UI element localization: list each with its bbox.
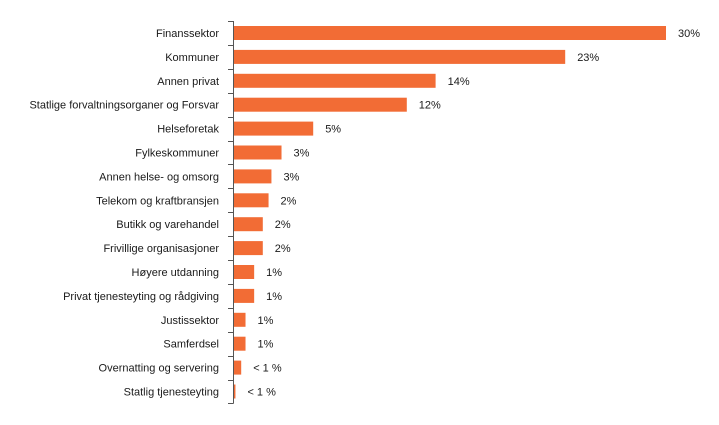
data-label: 2% bbox=[275, 243, 291, 255]
category-label: Overnatting og servering bbox=[99, 363, 219, 375]
bar bbox=[234, 288, 255, 303]
category-label: Samferdsel bbox=[163, 339, 219, 351]
bar-layer bbox=[234, 26, 666, 399]
data-label: 5% bbox=[325, 124, 341, 136]
bar bbox=[234, 265, 255, 279]
category-label: Finanssektor bbox=[156, 28, 219, 40]
data-label: 30% bbox=[678, 28, 700, 40]
data-label: 23% bbox=[577, 52, 599, 64]
category-label: Justissektor bbox=[161, 315, 219, 327]
category-label: Telekom og kraftbransjen bbox=[96, 195, 219, 207]
data-label: 1% bbox=[258, 315, 274, 327]
data-label: < 1 % bbox=[253, 363, 282, 375]
bar bbox=[234, 121, 314, 136]
data-label: 3% bbox=[283, 171, 299, 183]
bar bbox=[234, 73, 436, 88]
bar bbox=[234, 336, 246, 351]
bar bbox=[234, 312, 246, 327]
category-label: Statlige forvaltningsorganer og Forsvar bbox=[29, 100, 219, 112]
axis-layer bbox=[228, 21, 234, 404]
category-label: Fylkeskommuner bbox=[135, 148, 219, 160]
bar bbox=[234, 217, 263, 232]
bar bbox=[234, 26, 666, 40]
bar bbox=[234, 49, 566, 64]
data-label: 14% bbox=[448, 76, 470, 88]
category-label: Privat tjenesteyting og rådgiving bbox=[63, 291, 219, 303]
category-label: Høyere utdanning bbox=[132, 267, 219, 279]
category-label: Kommuner bbox=[165, 52, 219, 64]
category-label: Butikk og varehandel bbox=[116, 219, 219, 231]
data-label: 1% bbox=[258, 339, 274, 351]
category-label: Annen privat bbox=[157, 76, 219, 88]
category-label: Statlig tjenesteyting bbox=[124, 387, 219, 399]
data-label: 1% bbox=[266, 267, 282, 279]
bar bbox=[234, 360, 242, 375]
data-label: 2% bbox=[281, 195, 297, 207]
bar bbox=[234, 241, 263, 256]
bar bbox=[234, 169, 272, 184]
data-label: 2% bbox=[275, 219, 291, 231]
category-label: Helseforetak bbox=[157, 124, 219, 136]
bar bbox=[234, 97, 407, 112]
category-label: Frivillige organisasjoner bbox=[103, 243, 219, 255]
data-label: 12% bbox=[419, 100, 441, 112]
category-label: Annen helse- og omsorg bbox=[99, 171, 219, 183]
data-label: < 1 % bbox=[247, 387, 276, 399]
bar bbox=[234, 193, 269, 208]
data-label: 1% bbox=[266, 291, 282, 303]
bar bbox=[234, 145, 282, 160]
label-layer: Finanssektor 30% Kommuner 23% Annen privat 14… bbox=[29, 28, 700, 399]
data-label: 3% bbox=[294, 148, 310, 160]
bar bbox=[234, 384, 236, 399]
